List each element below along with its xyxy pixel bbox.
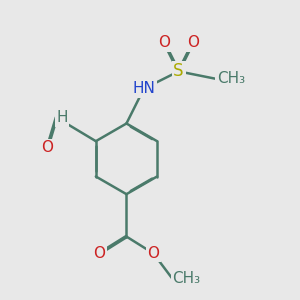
Text: S: S: [173, 62, 184, 80]
Text: CH₃: CH₃: [217, 71, 245, 86]
Text: O: O: [158, 35, 170, 50]
Text: CH₃: CH₃: [172, 272, 201, 286]
Text: O: O: [94, 246, 106, 261]
Text: O: O: [147, 246, 159, 261]
Text: O: O: [41, 140, 53, 155]
Text: HN: HN: [132, 81, 155, 96]
Text: H: H: [56, 110, 68, 125]
Text: O: O: [187, 35, 199, 50]
